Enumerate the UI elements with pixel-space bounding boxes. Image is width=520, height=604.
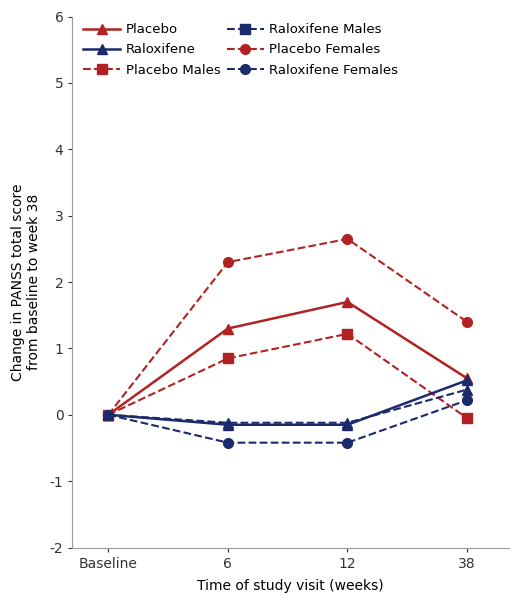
Y-axis label: Change in PANSS total score
from baseline to week 38: Change in PANSS total score from baselin…: [11, 184, 41, 381]
X-axis label: Time of study visit (weeks): Time of study visit (weeks): [198, 579, 384, 593]
Legend: Placebo, Raloxifene, Placebo Males, Raloxifene Males, Placebo Females, Raloxifen: Placebo, Raloxifene, Placebo Males, Ralo…: [83, 23, 398, 77]
